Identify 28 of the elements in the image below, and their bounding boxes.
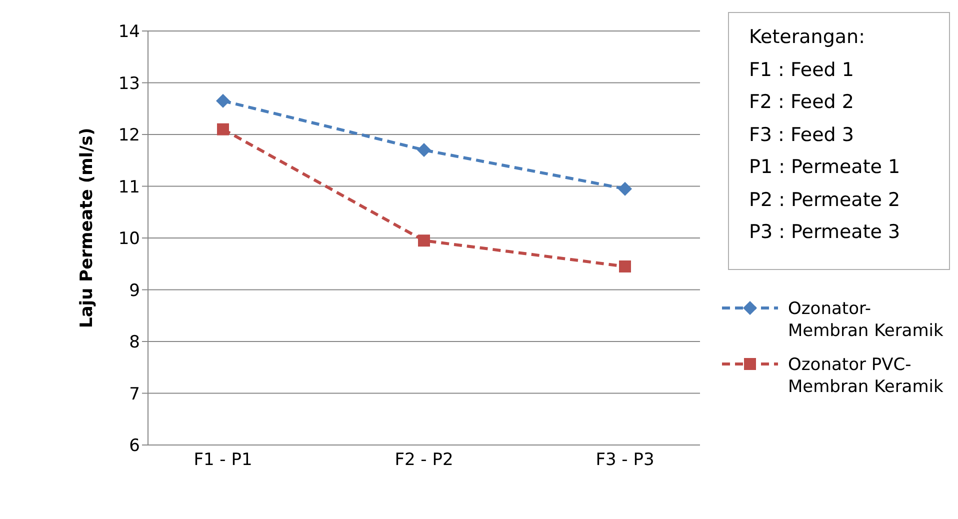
y-tick-label: 10 [118, 229, 140, 250]
point [618, 182, 632, 196]
point [619, 260, 631, 272]
text: P3 : Permeate 3 [749, 220, 902, 245]
point [216, 94, 230, 108]
y-axis-title: Laju Permeate (ml/s) [77, 128, 98, 328]
text: Keterangan: [749, 25, 866, 50]
x-tick-label: F3 - P3 [596, 450, 654, 470]
y-tick-label: 8 [129, 332, 140, 353]
point [217, 123, 229, 136]
y-tick-label: 9 [129, 280, 140, 301]
text: P1 : Permeate 1 [749, 155, 902, 180]
x-tick-label: F1 - P1 [194, 450, 252, 470]
y-tick-label: 7 [129, 384, 140, 404]
point [418, 234, 430, 247]
y-tick-label: 12 [118, 126, 140, 146]
text: F3 : Feed 3 [749, 122, 855, 148]
y-tick-label: 13 [118, 74, 140, 94]
text: P2 : Permeate 2 [749, 188, 902, 212]
text: F2 : Feed 2 [749, 90, 855, 115]
y-tick-label: 14 [118, 22, 140, 42]
point [417, 143, 431, 158]
y-tick-label: 6 [129, 436, 140, 456]
legend-label: Ozonator-Membran Keramik [788, 298, 944, 342]
x-tick-label: F2 - P2 [394, 450, 454, 470]
y-tick-label: 11 [118, 177, 140, 198]
legend-label: Ozonator PVC-Membran Keramik [788, 354, 944, 398]
text: F1 : Feed 1 [749, 58, 855, 82]
